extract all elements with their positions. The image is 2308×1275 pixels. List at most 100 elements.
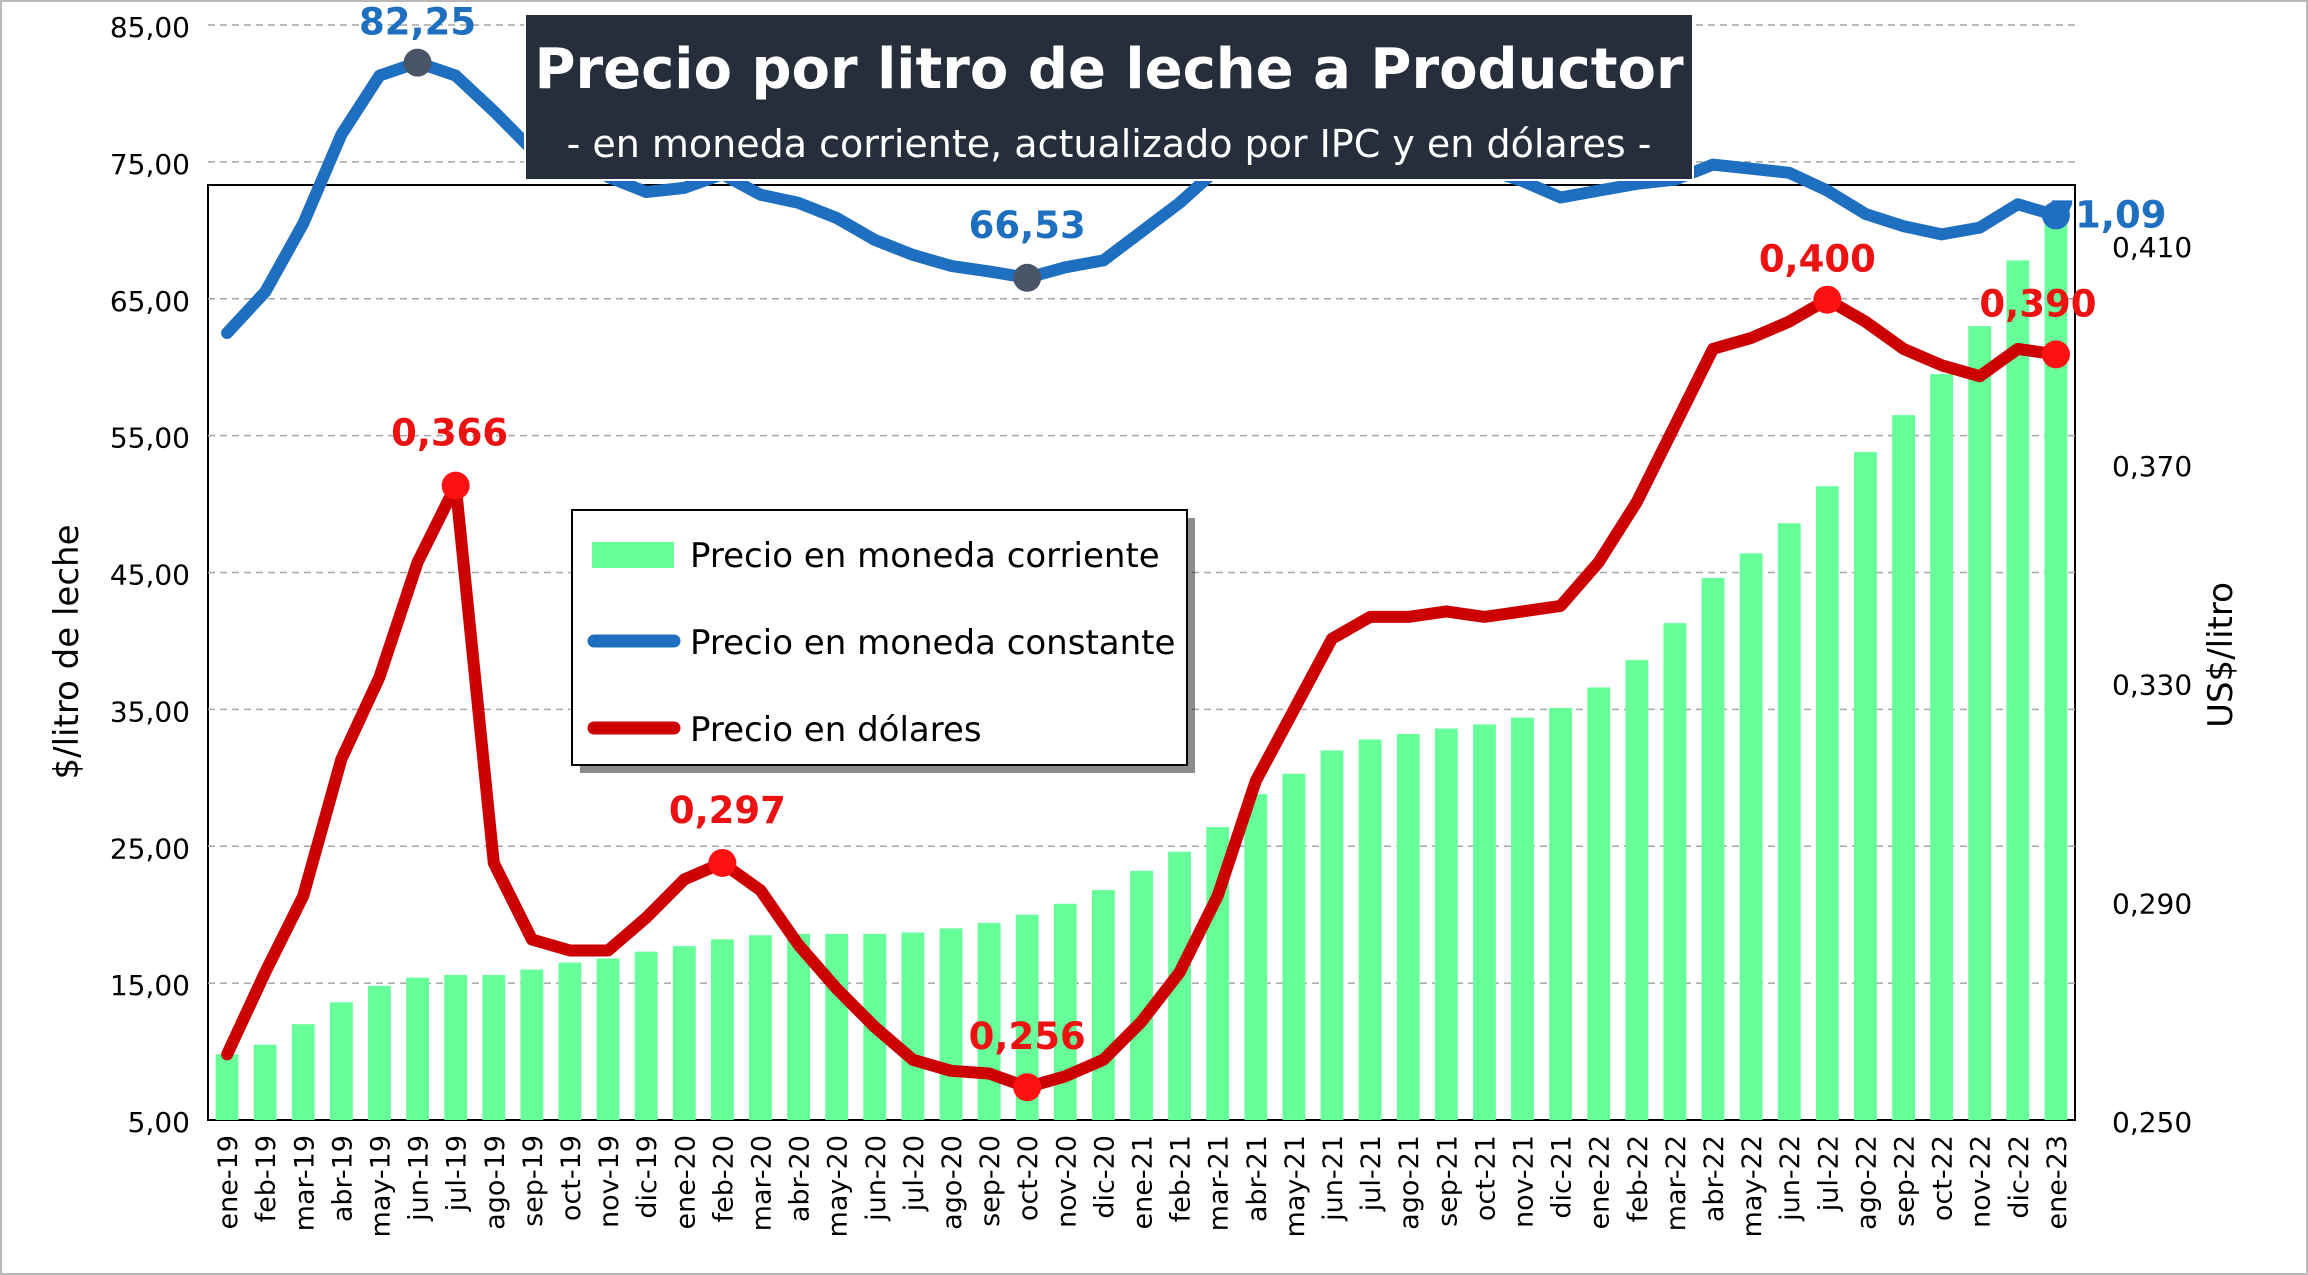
bar [1472, 724, 1496, 1120]
bar [1663, 623, 1687, 1120]
data-label: 0,297 [669, 789, 786, 832]
bar [1587, 687, 1611, 1120]
y-tick-right: 0,250 [2112, 1106, 2192, 1139]
bar [787, 933, 811, 1120]
bar [1701, 577, 1725, 1120]
bar [368, 985, 391, 1120]
bar [939, 928, 963, 1120]
y-tick-left: 15,00 [110, 969, 190, 1002]
bar [1396, 734, 1420, 1120]
bar [215, 1054, 239, 1120]
x-tick: may-21 [1280, 1135, 1311, 1237]
x-tick: dic-21 [1547, 1135, 1578, 1219]
x-tick: ago-19 [480, 1135, 511, 1230]
x-tick: may-22 [1737, 1135, 1768, 1237]
x-tick: may-19 [365, 1135, 396, 1237]
axis-ticks: 5,00 15,00 25,00 35,00 45,00 55,00 65,00 75,00 8… [110, 11, 2192, 1237]
y-tick-left: 25,00 [110, 832, 190, 865]
point-marker [441, 471, 470, 500]
bar [1358, 739, 1382, 1120]
y-tick-left: 5,00 [128, 1106, 190, 1139]
y-tick-left: 85,00 [110, 11, 190, 44]
x-tick: sep-20 [975, 1135, 1006, 1227]
x-tick: jul-22 [1813, 1135, 1844, 1212]
bar [1892, 415, 1915, 1120]
bar [596, 958, 620, 1120]
x-tick: ago-21 [1394, 1135, 1425, 1230]
x-tick: abr-20 [785, 1135, 816, 1222]
data-label: 71,09 [2049, 193, 2166, 236]
x-tick: abr-19 [327, 1135, 358, 1222]
bar [825, 933, 849, 1120]
data-label: 0,400 [1759, 238, 1876, 281]
x-tick: ago-22 [1851, 1135, 1882, 1230]
bar [2044, 215, 2068, 1121]
x-tick: dic-19 [632, 1135, 663, 1219]
bar [1549, 708, 1573, 1120]
point-marker [1013, 1073, 1042, 1102]
x-tick: feb-20 [708, 1135, 739, 1222]
x-tick: abr-21 [1242, 1135, 1273, 1222]
bar [672, 946, 696, 1120]
x-tick: may-20 [823, 1135, 854, 1237]
y-tick-right: 0,330 [2112, 669, 2192, 702]
y-tick-left: 35,00 [110, 695, 190, 728]
bar [1739, 553, 1763, 1120]
x-tick: nov-20 [1051, 1135, 1082, 1228]
x-tick: feb-21 [1166, 1135, 1197, 1222]
bar [749, 935, 772, 1120]
x-tick: jul-20 [899, 1135, 930, 1212]
y-tick-right: 0,290 [2112, 887, 2192, 920]
data-label: 66,53 [969, 204, 1086, 247]
x-tick: jun-22 [1775, 1135, 1806, 1222]
legend-label-corriente: Precio en moneda corriente [690, 536, 1160, 576]
x-tick: nov-21 [1509, 1135, 1540, 1228]
bar-series-moneda-corriente [215, 215, 2068, 1121]
bar [1282, 773, 1306, 1120]
bar [1320, 750, 1344, 1120]
x-tick: jun-19 [404, 1135, 435, 1222]
x-tick: nov-19 [594, 1135, 625, 1228]
bar [444, 974, 468, 1120]
y-tick-left: 45,00 [110, 559, 190, 592]
data-label: 0,390 [1979, 282, 2096, 325]
x-tick: oct-22 [1928, 1135, 1959, 1221]
point-marker [2041, 340, 2070, 369]
line-dolares [221, 293, 2062, 1094]
legend: Precio en moneda corriente Precio en mon… [571, 509, 1195, 773]
bar [1091, 890, 1115, 1120]
bar [253, 1044, 277, 1120]
bar [1168, 851, 1192, 1120]
y-axis-left-label: $/litro de leche [47, 525, 87, 780]
x-tick: jun-20 [861, 1135, 892, 1222]
x-tick: mar-19 [289, 1135, 320, 1231]
x-tick: ene-23 [2042, 1135, 2073, 1229]
data-label: 82,25 [359, 1, 476, 44]
x-tick: mar-21 [1204, 1135, 1235, 1231]
bar [1015, 914, 1039, 1120]
x-tick: feb-19 [251, 1135, 282, 1222]
bar [520, 969, 544, 1120]
x-tick: sep-21 [1432, 1135, 1463, 1227]
bar [1434, 728, 1458, 1120]
point-marker [708, 848, 737, 877]
bar [406, 977, 429, 1120]
x-tick: mar-20 [746, 1135, 777, 1231]
x-tick: ago-20 [937, 1135, 968, 1230]
x-tick: ene-22 [1585, 1135, 1616, 1229]
bar [1815, 486, 1839, 1120]
bar [710, 939, 734, 1120]
x-tick: sep-19 [518, 1135, 549, 1227]
y-axis-right-label: US$/litro [2201, 582, 2241, 728]
bar [1244, 794, 1268, 1120]
legend-label-dolares: Precio en dólares [690, 710, 982, 750]
point-marker [2041, 201, 2070, 230]
x-tick: oct-21 [1470, 1135, 1501, 1221]
bar [1968, 326, 1992, 1120]
x-tick: abr-22 [1699, 1135, 1730, 1222]
x-tick: oct-19 [556, 1135, 587, 1221]
y-tick-left: 55,00 [110, 422, 190, 455]
point-marker [403, 48, 432, 77]
x-tick: mar-22 [1661, 1135, 1692, 1231]
chart-subtitle: - en moneda corriente, actualizado por I… [567, 122, 1652, 166]
